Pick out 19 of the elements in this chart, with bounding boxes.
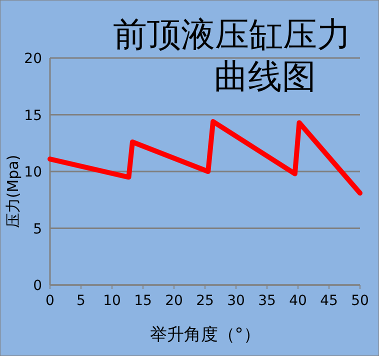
y-tick-label: 0 <box>33 278 42 294</box>
x-tick-label: 25 <box>196 293 214 309</box>
x-tick-label: 10 <box>103 293 121 309</box>
y-tick-label: 20 <box>24 51 42 67</box>
x-tick-label: 20 <box>165 293 183 309</box>
y-axis-title: 压力(Mpa) <box>4 154 22 228</box>
x-axis-title: 举升角度（°） <box>150 325 260 345</box>
y-tick-label: 10 <box>24 164 42 180</box>
x-tick-label: 45 <box>320 293 338 309</box>
x-tick-label: 5 <box>76 293 86 309</box>
y-tick-label: 15 <box>24 108 42 124</box>
y-tick-label: 5 <box>33 221 42 238</box>
x-tick-label: 15 <box>134 293 152 309</box>
x-tick-label: 30 <box>227 293 245 309</box>
x-tick-label: 0 <box>46 293 54 309</box>
chart-title: 前顶液压缸压力曲线图 <box>113 15 351 97</box>
x-tick-label: 35 <box>258 293 276 309</box>
x-tick-label: 50 <box>351 293 369 309</box>
x-tick-label: 40 <box>289 293 307 309</box>
